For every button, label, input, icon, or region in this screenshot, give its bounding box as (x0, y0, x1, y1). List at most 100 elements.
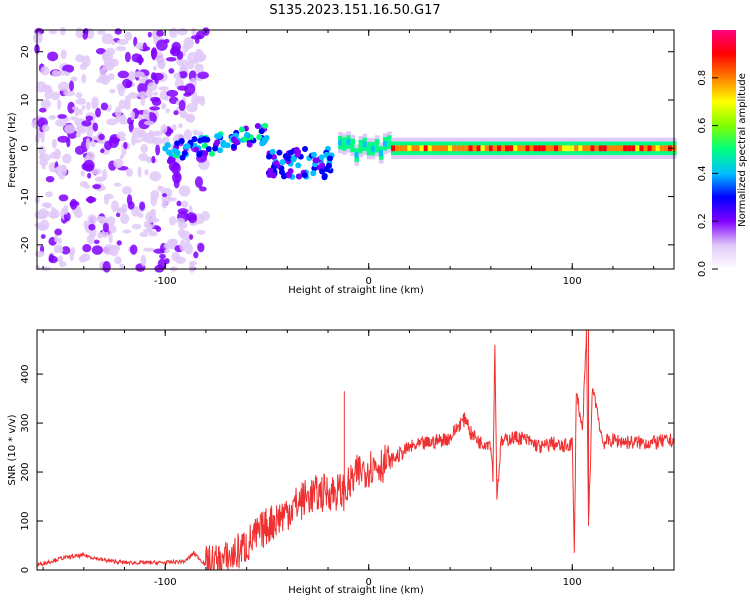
spectrogram-cell (423, 145, 429, 152)
spectrogram-cell (318, 154, 325, 161)
spectrogram-cell (262, 122, 269, 129)
spectrogram-cell (138, 153, 149, 162)
spectrogram-cell (659, 145, 665, 152)
spectrogram-cell (34, 222, 43, 228)
spectrogram-cell (70, 76, 78, 82)
spectrogram-cell (278, 165, 285, 172)
spectrogram-cell (140, 144, 149, 154)
spectrogram-cell (496, 145, 502, 152)
spectrogram-cell (70, 116, 78, 121)
spectrogram-cell (138, 54, 143, 66)
spectrogram-cell (144, 169, 149, 176)
x-tick-label: -100 (154, 577, 177, 588)
spectrogram-cell (83, 184, 91, 189)
colorbar-tick-label: 0.6 (697, 118, 708, 134)
spectrogram-cell (180, 200, 189, 208)
spectrogram-cell (182, 44, 189, 53)
spectrogram-cell (391, 145, 396, 152)
spectrogram-cell (121, 203, 128, 214)
spectrogram-cell (48, 253, 55, 263)
spectrogram-cell (476, 145, 482, 152)
spectrogram-cell (161, 103, 167, 110)
spectrogram-y-ticks: -20 -10 0 10 20 (20, 45, 674, 253)
spectrogram-cell (501, 145, 506, 152)
snr-y-axis-label: SNR (10 * v/v) (7, 414, 18, 485)
spectrogram-cell (97, 29, 106, 35)
spectrogram-cell (148, 129, 154, 139)
spectrogram-cell (108, 232, 113, 244)
spectrogram-cell (143, 247, 155, 252)
spectrogram-cell (294, 151, 301, 158)
spectrogram-x-ticks: -100 0 100 (42, 30, 655, 287)
spectrogram-cell (117, 70, 129, 79)
spectrogram-cell (456, 145, 461, 152)
spectrogram-cell (193, 146, 200, 153)
spectrogram-cell (34, 250, 45, 258)
spectrogram-cell (45, 191, 53, 198)
spectrogram-cell (123, 141, 128, 150)
y-tick-label: 0 (20, 567, 31, 573)
spectrogram-cell (62, 153, 72, 164)
spectrogram-cell (545, 145, 551, 152)
spectrogram-cell (82, 55, 91, 68)
spectrogram-cell (183, 129, 193, 140)
spectrogram-cell (639, 145, 644, 152)
spectrogram-cell (165, 108, 170, 114)
spectrogram-cell (382, 140, 388, 147)
spectrogram-cell (468, 145, 474, 152)
spectrogram-cell (126, 80, 132, 88)
spectrogram-cell (614, 145, 620, 152)
spectrogram-cell (146, 222, 153, 232)
spectrogram-cell (54, 244, 64, 253)
spectrogram-cell (186, 102, 198, 113)
spectrogram-cell (193, 56, 205, 62)
spectrogram-cell (114, 245, 121, 251)
spectrogram-cell (310, 170, 317, 177)
spectrogram-cell (553, 145, 559, 152)
spectrogram-cell (35, 264, 41, 271)
spectrogram-cell (102, 62, 115, 71)
spectrogram-cell (102, 222, 110, 233)
spectrogram-cell (188, 214, 198, 224)
spectrogram-cell (51, 138, 57, 149)
spectrogram-cell (121, 186, 133, 195)
spectrogram-cell (140, 254, 147, 267)
spectrogram-cell (68, 80, 74, 92)
spectrogram-cell (197, 242, 205, 253)
spectrogram-cell (102, 50, 114, 61)
spectrogram-cell (427, 145, 433, 152)
spectrogram-cell (279, 159, 286, 166)
colorbar-gradient (712, 30, 736, 269)
snr-panel: -100 0 100 0 100 200 300 400 Height of straigh… (7, 329, 675, 596)
spectrogram-cell (627, 145, 632, 152)
spectrogram-cell (177, 208, 189, 215)
colorbar-tick-label: 0.2 (697, 213, 708, 229)
spectrogram-cell (243, 131, 250, 138)
spectrogram-cell (197, 71, 209, 79)
spectrogram-cell (492, 145, 498, 152)
spectrogram-cell (148, 217, 160, 223)
spectrogram-cell (178, 70, 188, 79)
spectrogram-cell (212, 145, 219, 152)
spectrogram-cell (148, 231, 158, 237)
spectrogram-cell (164, 95, 169, 101)
spectrogram-cell (85, 196, 97, 203)
spectrogram-cell (106, 118, 118, 126)
spectrogram-cell (95, 107, 102, 118)
spectrogram-cell (184, 243, 194, 255)
spectrogram-cell (387, 139, 392, 146)
spectrogram-cell (40, 234, 46, 239)
spectrogram-cell (619, 145, 624, 152)
spectrogram-cell (174, 140, 181, 147)
spectrogram-cell (118, 99, 126, 110)
spectrogram-cell (164, 142, 171, 149)
spectrogram-cell (407, 145, 412, 152)
spectrogram-cell (177, 28, 188, 36)
spectrogram-cell (120, 114, 126, 125)
spectrogram-cell (91, 96, 99, 109)
colorbar-ticks: 0.0 0.2 0.4 0.6 0.8 (697, 70, 718, 277)
spectrogram-cell (176, 200, 182, 207)
spectrogram-cell (200, 210, 210, 221)
spectrogram-cell (119, 154, 124, 160)
spectrogram-cell (166, 89, 179, 97)
